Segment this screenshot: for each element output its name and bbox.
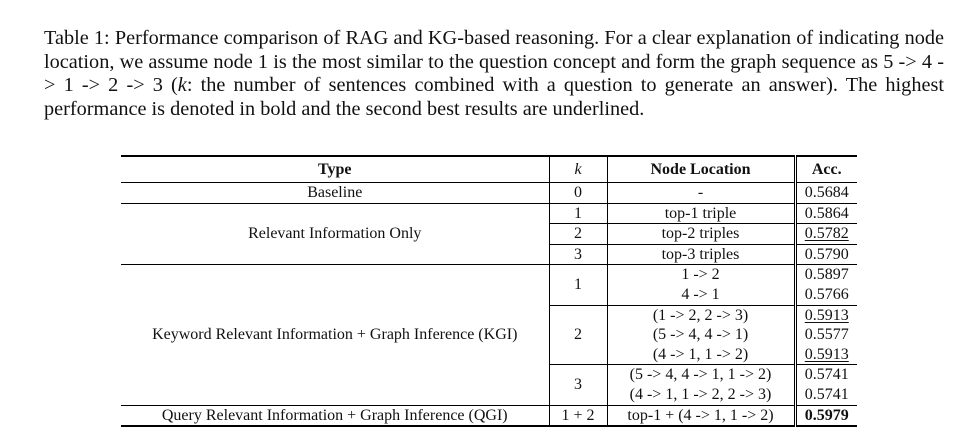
baseline-type: Baseline: [121, 182, 550, 204]
kgi-k3-node-1: (5 -> 4, 4 -> 1, 1 -> 2): [629, 366, 772, 384]
kgi-k2-node-3: (4 -> 1, 1 -> 2): [652, 345, 749, 363]
table-row-relevant-3: 3 top-3 triples 0.5790: [121, 243, 857, 265]
kgi-k3-acc-1: 0.5741: [804, 366, 849, 384]
relevant-acc-3: 0.5790: [795, 243, 857, 265]
kgi-type: Keyword Relevant Information + Graph Inf…: [121, 264, 550, 406]
kgi-k2-node-1: (1 -> 2, 2 -> 3): [652, 306, 749, 324]
kgi-k2-acc-2: 0.5577: [804, 326, 849, 344]
table-row-relevant-2: 2 top-2 triples 0.5782: [121, 223, 857, 245]
table-row-relevant-1: Relevant Information Only 1 top-1 triple…: [121, 202, 857, 265]
baseline-k: 0: [549, 182, 608, 204]
relevant-node-3: top-3 triples: [607, 243, 797, 265]
relevant-node-1: top-1 triple: [607, 202, 797, 224]
table-row-kgi-k1: Keyword Relevant Information + Graph Inf…: [121, 264, 857, 406]
header-node-location: Node Location: [607, 155, 797, 183]
kgi-k2: 2: [549, 304, 608, 365]
table-header-row: Type k Node Location Acc.: [121, 155, 857, 183]
relevant-type: Relevant Information Only: [121, 202, 550, 265]
kgi-k1: 1: [549, 264, 608, 306]
relevant-k-3: 3: [549, 243, 608, 265]
kgi-k2-acc-3: 0.5913: [804, 345, 849, 363]
kgi-k1-acc-1: 0.5897: [804, 266, 849, 284]
kgi-k1-node-2: 4 -> 1: [681, 285, 720, 303]
qgi-acc: 0.5979: [795, 404, 857, 428]
relevant-k-2: 2: [549, 223, 608, 245]
baseline-node: -: [607, 182, 797, 204]
kgi-k2-node-2: (5 -> 4, 4 -> 1): [652, 326, 749, 344]
baseline-acc: 0.5684: [795, 182, 857, 204]
table-row-kgi-k3: 3 (5 -> 4, 4 -> 1, 1 -> 2) (4 -> 1, 1 ->…: [121, 364, 857, 406]
relevant-acc-1: 0.5864: [795, 202, 857, 224]
caption-suffix: : the number of sentences combined with …: [44, 74, 944, 120]
performance-table: Type k Node Location Acc. Baseline 0 - 0…: [121, 155, 857, 428]
relevant-node-2: top-2 triples: [607, 223, 797, 245]
qgi-type: Query Relevant Information + Graph Infer…: [121, 404, 550, 428]
kgi-k3-acc-2: 0.5741: [804, 385, 849, 403]
qgi-node: top-1 + (4 -> 1, 1 -> 2): [607, 404, 797, 428]
caption-k-symbol: k: [177, 74, 187, 97]
table-caption: Table 1: Performance comparison of RAG a…: [44, 27, 944, 121]
kgi-k1-acc-2: 0.5766: [804, 285, 849, 303]
header-type: Type: [121, 155, 550, 183]
header-acc: Acc.: [795, 155, 857, 183]
table-row-baseline: Baseline 0 - 0.5684: [121, 182, 857, 204]
kgi-k3: 3: [549, 364, 608, 406]
relevant-acc-2: 0.5782: [804, 225, 849, 243]
header-k: k: [549, 155, 608, 183]
kgi-k3-node-2: (4 -> 1, 1 -> 2, 2 -> 3): [629, 385, 772, 403]
table-row-qgi: Query Relevant Information + Graph Infer…: [121, 404, 857, 428]
relevant-k-1: 1: [549, 202, 608, 224]
kgi-k2-acc-1: 0.5913: [804, 306, 849, 324]
table-row-kgi-k2: 2 (1 -> 2, 2 -> 3) (5 -> 4, 4 -> 1) (4 -…: [121, 304, 857, 365]
caption-prefix: Table 1: Performance comparison of RAG a…: [44, 27, 944, 97]
kgi-k1-node-1: 1 -> 2: [681, 266, 720, 284]
qgi-k: 1 + 2: [549, 404, 608, 428]
